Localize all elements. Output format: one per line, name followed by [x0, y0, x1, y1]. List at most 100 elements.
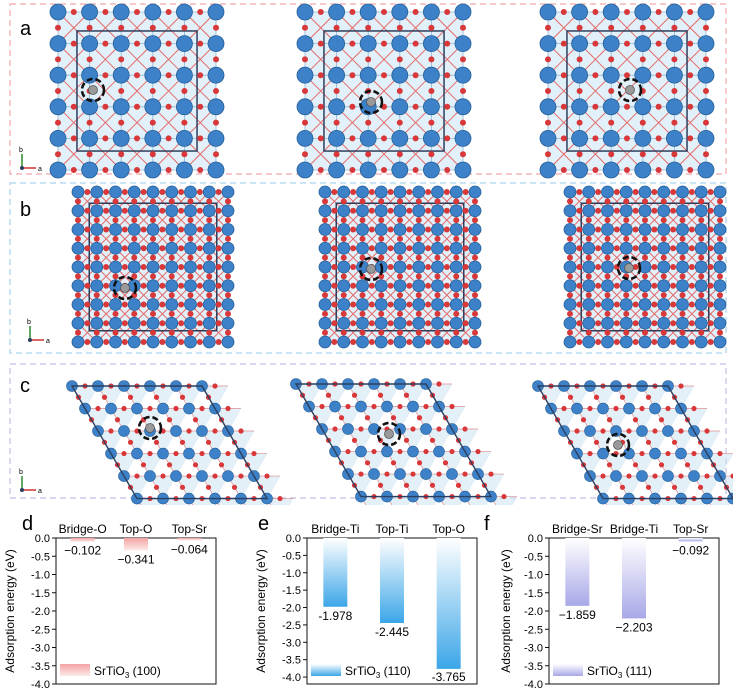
value-label: −2.203	[615, 620, 652, 634]
oxygen-atom	[150, 235, 156, 242]
oxygen-atom	[215, 282, 222, 289]
oxygen-atom	[703, 119, 709, 126]
oxygen-atom	[103, 226, 110, 233]
oxygen-atom	[112, 273, 119, 280]
adsorption-site-marker	[137, 415, 163, 441]
ti-atom	[602, 161, 620, 179]
oxygen-atom	[359, 292, 366, 299]
oxygen-atom	[624, 40, 630, 47]
oxygen-atom	[655, 40, 662, 47]
chart-e: 0.0 -0.5 -1.0 -1.5 -2.0 -2.5 -3.0 -3.5 -4.0 Adsor…	[254, 522, 478, 685]
oxygen-atom	[381, 135, 387, 142]
y-tick-label: -3.0	[282, 637, 301, 649]
oxygen-atom	[147, 450, 153, 457]
ti-atom	[49, 161, 67, 179]
oxygen-atom	[453, 329, 460, 336]
oxygen-atom	[112, 329, 119, 336]
axis-indicator-c: b a	[19, 469, 42, 495]
oxygen-atom	[632, 339, 639, 345]
oxygen-atom	[371, 448, 377, 455]
oxygen-atom	[84, 320, 91, 327]
oxygen-atom	[691, 405, 697, 412]
oxygen-atom	[698, 310, 705, 317]
oxygen-atom	[238, 473, 244, 479]
oxygen-atom	[302, 151, 308, 158]
oxygen-atom	[86, 56, 93, 63]
oxygen-atom	[121, 189, 128, 195]
y-tick-label: -1.5	[31, 588, 50, 600]
oxygen-atom	[186, 428, 192, 434]
ti-atom	[318, 185, 332, 199]
ti-atom	[468, 316, 482, 330]
ti-atom	[713, 241, 727, 255]
oxygen-atom	[472, 273, 478, 280]
ti-atom	[666, 66, 683, 84]
ti-atom	[636, 470, 648, 482]
oxygen-atom	[187, 310, 194, 317]
oxygen-atom	[576, 24, 583, 31]
oxygen-atom	[632, 189, 639, 195]
oxygen-atom	[717, 254, 723, 261]
y-axis-label: Adsorption energy (eV)	[499, 549, 513, 672]
oxygen-atom	[93, 310, 100, 317]
oxygen-atom	[707, 226, 714, 233]
ti-atom	[368, 468, 380, 480]
oxygen-atom	[168, 310, 175, 317]
ti-atom	[449, 260, 463, 274]
ti-atom	[619, 241, 633, 255]
oxygen-atom	[114, 417, 121, 423]
ti-atom	[127, 316, 141, 330]
ti-atom	[449, 279, 463, 293]
oxygen-atom	[196, 339, 203, 345]
oxygen-atom	[671, 484, 678, 490]
chart-d: 0.0 -0.5 -1.0 -1.5 -2.0 -2.5 -3.0 -3.5 -4.0 Adsor…	[3, 522, 217, 691]
ti-atom	[657, 223, 671, 236]
ti-atom	[468, 223, 482, 236]
oxygen-atom	[150, 254, 156, 261]
oxygen-atom	[698, 273, 705, 280]
oxygen-atom	[645, 394, 652, 400]
ti-atom	[49, 35, 67, 52]
oxygen-atom	[453, 310, 460, 317]
ti-atom	[563, 279, 577, 293]
oxygen-atom	[624, 167, 630, 173]
oxygen-atom	[670, 301, 677, 308]
oxygen-atom	[697, 484, 704, 490]
oxygen-atom	[671, 119, 678, 126]
ti-atom	[146, 241, 160, 255]
oxygen-atom	[173, 405, 179, 412]
panel-label-a: a	[20, 18, 32, 40]
adsorbate-atom	[366, 264, 376, 274]
oxygen-atom	[698, 235, 705, 242]
oxygen-atom	[131, 273, 138, 280]
oxygen-atom	[567, 198, 573, 205]
ti-atom	[337, 316, 351, 330]
oxygen-atom	[632, 417, 639, 423]
ti-atom	[144, 35, 162, 52]
ti-atom	[207, 129, 225, 147]
oxygen-atom	[624, 72, 630, 79]
oxygen-atom	[460, 151, 466, 158]
oxygen-atom	[730, 473, 733, 479]
oxygen-atom	[103, 264, 110, 270]
oxygen-atom	[165, 167, 172, 173]
oxygen-atom	[396, 119, 403, 126]
oxygen-atom	[717, 450, 723, 457]
oxygen-atom	[331, 320, 338, 327]
oxygen-atom	[181, 88, 188, 94]
ti-atom	[127, 223, 141, 236]
oxygen-atom	[84, 282, 91, 289]
legend-swatch	[60, 664, 90, 676]
oxygen-atom	[655, 167, 662, 173]
y-tick-label: -4.0	[31, 679, 50, 691]
lattice-group-c	[66, 378, 733, 505]
oxygen-atom	[378, 217, 385, 224]
oxygen-atom	[218, 462, 225, 468]
ti-atom	[202, 241, 216, 255]
oxygen-atom	[434, 292, 441, 299]
oxygen-atom	[178, 339, 185, 345]
oxygen-atom	[462, 282, 469, 289]
oxygen-atom	[387, 339, 394, 345]
ti-atom	[196, 425, 208, 437]
ti-atom	[563, 185, 577, 199]
